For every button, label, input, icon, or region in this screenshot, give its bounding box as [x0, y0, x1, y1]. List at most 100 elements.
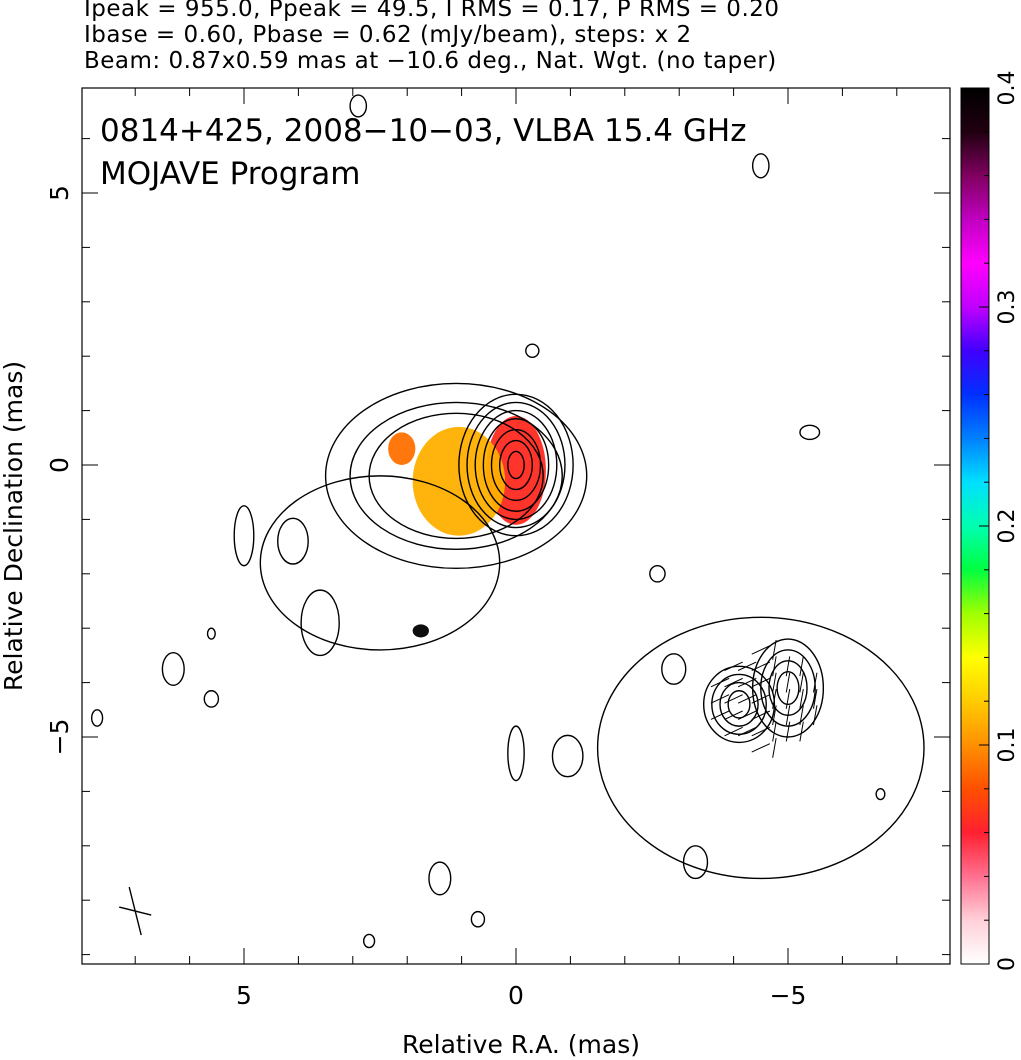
header-line-3: Beam: 0.87x0.59 mas at −10.6 deg., Nat. …: [84, 48, 777, 74]
evpa-tick-23: [772, 688, 777, 709]
noise-contour-16: [470, 910, 486, 928]
evpa-tick-19: [751, 743, 771, 753]
evpa-tick-37: [812, 672, 818, 693]
evpa-tick-33: [799, 672, 804, 693]
noise-contour-4: [233, 505, 255, 567]
contour-hotspot-east-0: [727, 690, 751, 719]
evpa-tick-28: [785, 672, 791, 693]
contour-core-1: [498, 439, 534, 491]
evpa-tick-29: [785, 688, 791, 709]
contour-hotspot-east-2: [711, 673, 767, 735]
noise-contour-3: [799, 424, 821, 441]
evpa-tick-25: [772, 721, 777, 742]
evpa-tick-8: [737, 661, 757, 671]
x-tick-label: 0: [508, 981, 524, 1010]
noise-contour-5: [277, 517, 309, 565]
noise-contour-7: [161, 651, 185, 687]
noise-contour-10: [90, 709, 104, 727]
colorbar-ticks: [979, 87, 989, 965]
evpa-tick-34: [799, 688, 804, 709]
evpa-tick-0: [710, 677, 730, 688]
contour-jet-outer-0: [259, 475, 501, 651]
evpa-tick-21: [772, 656, 777, 677]
evpa-tick-15: [751, 677, 771, 688]
contour-hotspot-west-3: [751, 638, 825, 738]
evpa-tick-27: [785, 656, 791, 677]
noise-contour-14: [507, 725, 525, 782]
chart-title-line-2: MOJAVE Program: [100, 156, 360, 192]
evpa-tick-39: [812, 705, 818, 726]
y-tick-label: 5: [45, 185, 74, 201]
evpa-tick-36: [799, 721, 804, 742]
x-tick-label: 5: [236, 981, 252, 1010]
evpa-tick-12: [737, 726, 757, 737]
x-tick-label: −5: [770, 981, 807, 1010]
evpa-tick-6: [724, 710, 743, 720]
noise-contour-17: [362, 933, 376, 949]
pol-patch-jet-inner: [412, 426, 506, 536]
evpa-tick-3: [724, 661, 743, 671]
contour-lobe-south-0: [596, 616, 925, 880]
tick-labels: 5 0 −5 5 0 −5: [45, 185, 806, 1010]
intensity-contours: [90, 94, 925, 949]
evpa-tick-31: [785, 721, 791, 742]
evpa-tick-7: [724, 726, 743, 737]
evpa-tick-35: [799, 705, 804, 726]
noise-contour-9: [203, 690, 220, 708]
y-axis-label: Relative Declination (mas): [0, 361, 28, 691]
contour-core-0: [507, 450, 525, 480]
noise-contour-13: [551, 734, 584, 778]
contour-jet-1: [349, 401, 563, 551]
header-line-1: Ipeak = 955.0, Ppeak = 49.5, I RMS = 0.1…: [84, 0, 780, 22]
axis-ticks: [82, 88, 950, 964]
contour-core-3: [482, 418, 550, 512]
colorbar-label: 0.2: [995, 509, 1020, 544]
y-tick-label: −5: [45, 719, 74, 756]
noise-contour-6: [300, 589, 340, 657]
pol-patch-hotspot: [412, 624, 429, 638]
beam-minor-axis: [119, 906, 152, 916]
contour-hotspot-east-3: [702, 665, 776, 744]
noise-contour-8: [206, 627, 216, 640]
contour-jet-2: [324, 382, 588, 570]
evpa-tick-30: [785, 705, 791, 726]
contour-core-4: [474, 409, 558, 521]
colorbar-label: 0.4: [995, 71, 1020, 106]
evpa-tick-16: [751, 694, 771, 704]
noise-contour-1: [751, 153, 770, 179]
plot-frame: [81, 87, 951, 965]
evpa-tick-1: [710, 694, 730, 704]
evpa-tick-26: [772, 737, 777, 758]
contour-core-5: [466, 401, 566, 529]
noise-contour-12: [661, 653, 687, 685]
x-axis-label: Relative R.A. (mas): [402, 1030, 640, 1059]
evpa-tick-5: [724, 694, 743, 704]
evpa-tick-9: [737, 677, 757, 688]
y-tick-label: 0: [45, 457, 74, 473]
evpa-tick-22: [772, 672, 777, 693]
colorbar-label: 0: [995, 957, 1020, 971]
evpa-tick-2: [710, 710, 730, 720]
evpa-tick-32: [799, 656, 804, 677]
contour-hotspot-west-2: [760, 649, 816, 727]
contour-hotspot-west-0: [776, 671, 800, 706]
evpa-tick-20: [772, 640, 777, 660]
evpa-tick-11: [737, 710, 757, 720]
header-line-2: Ibase = 0.60, Pbase = 0.62 (mJy/beam), s…: [84, 22, 692, 48]
evpa-tick-38: [812, 688, 818, 709]
evpa-tick-4: [724, 677, 743, 688]
noise-contour-0: [349, 94, 368, 118]
evpa-tick-10: [737, 694, 757, 704]
evpa-tick-13: [751, 645, 771, 655]
pol-patch-jet-edge: [388, 432, 416, 465]
evpa-tick-17: [751, 710, 771, 720]
noise-contour-11: [649, 564, 666, 583]
colorbar-labels: 0 0.1 0.2 0.3 0.4: [995, 71, 1020, 972]
noise-contour-15: [428, 861, 452, 896]
contour-hotspot-east-1: [719, 681, 759, 727]
beam-marker: [119, 886, 152, 936]
noise-contour-19: [875, 787, 886, 801]
evpa-tick-24: [772, 705, 777, 726]
evpa-tick-18: [751, 726, 771, 737]
